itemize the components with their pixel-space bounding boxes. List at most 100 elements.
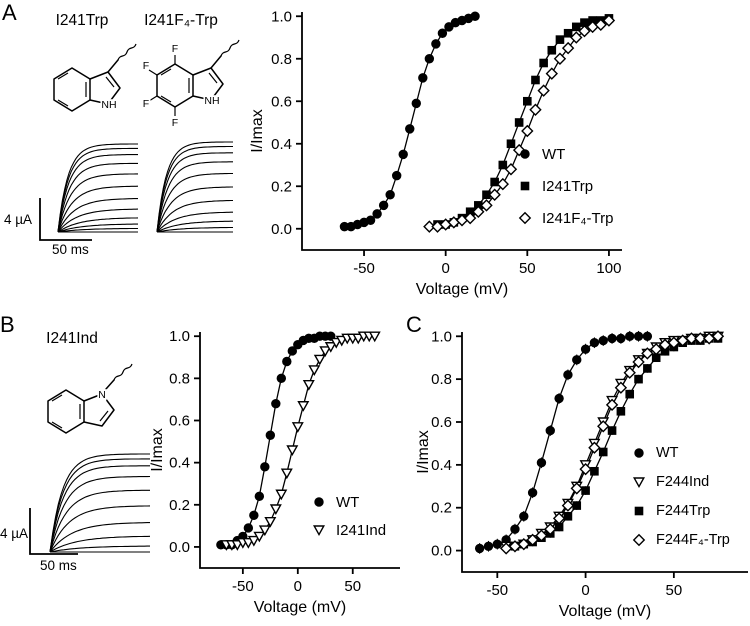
axes xyxy=(301,12,622,251)
legend-entry: F244F₄-Trp xyxy=(630,525,730,554)
data-marker xyxy=(633,476,645,488)
y-tick-label: 0.8 xyxy=(271,51,292,68)
x-axis-title: Voltage (mV) xyxy=(254,599,346,616)
data-marker xyxy=(521,124,534,138)
data-marker xyxy=(523,96,532,106)
gv-curve-chart-c: -50 0 50 0.0 0.2 0.4 0.6 0.8 1.0 Voltage (mV) I/Im… xyxy=(415,328,748,620)
data-marker xyxy=(554,393,564,404)
legend-label: WT xyxy=(656,444,679,461)
panel-c-label: C xyxy=(406,312,422,337)
current-trace xyxy=(49,489,150,553)
data-marker xyxy=(287,346,298,356)
legend-label: F244F₄-Trp xyxy=(656,531,730,548)
gv-curve-chart-b: -50 0 50 0.0 0.2 0.4 0.6 0.8 1.0 Voltage (mV) I/Im… xyxy=(149,328,400,616)
data-marker xyxy=(605,398,619,412)
data-marker xyxy=(291,422,304,433)
fluorine-atom-label: F xyxy=(143,98,149,110)
panel-a-label: A xyxy=(2,0,17,25)
data-marker xyxy=(545,425,555,436)
time-scale-label: 50 ms xyxy=(52,242,89,257)
data-marker xyxy=(490,177,499,187)
data-marker xyxy=(269,504,282,516)
legend-entry: I241Ind xyxy=(310,516,386,544)
x-axis-title: Voltage (mV) xyxy=(559,603,651,620)
data-marker xyxy=(588,441,601,454)
data-marker xyxy=(247,535,260,547)
data-marker xyxy=(602,14,616,27)
triangle-down-open-marker-icon xyxy=(633,476,645,488)
current-trace xyxy=(156,172,233,233)
data-marker xyxy=(643,364,652,373)
current-trace xyxy=(57,223,138,233)
fluorine-atom-label: F xyxy=(172,43,178,55)
data-marker xyxy=(405,124,415,134)
i241trp-current-traces xyxy=(57,143,139,233)
data-marker xyxy=(539,58,548,68)
data-marker xyxy=(594,18,607,31)
truncation-squiggle xyxy=(117,43,137,61)
data-marker xyxy=(418,73,428,83)
i241f4-trp-indole-structure: F F F F NH xyxy=(141,39,240,131)
data-marker xyxy=(512,143,526,157)
data-marker xyxy=(616,333,626,344)
data-marker xyxy=(571,22,581,32)
data-marker xyxy=(437,28,448,38)
data-marker xyxy=(313,354,326,366)
scale-bar xyxy=(29,508,78,555)
square-filled-marker-icon xyxy=(634,506,644,515)
structure-label-i241ind: I241Ind xyxy=(46,330,98,347)
y-tick-label: 0.2 xyxy=(169,497,190,514)
data-marker xyxy=(526,533,539,547)
data-marker xyxy=(297,401,310,412)
data-marker xyxy=(265,430,276,440)
chart-c-legend: WT F244Ind F244Trp F244F₄-Trp xyxy=(630,438,730,554)
axes xyxy=(461,332,748,573)
x-tick-label: 50 xyxy=(519,260,536,277)
data-marker xyxy=(368,331,381,343)
data-marker xyxy=(625,331,635,341)
data-marker xyxy=(536,458,547,468)
y-tick-label: 0.0 xyxy=(431,543,452,560)
data-marker xyxy=(253,531,266,543)
data-marker xyxy=(282,356,292,367)
data-marker xyxy=(398,149,408,160)
diamond-open-marker-icon xyxy=(632,533,646,546)
series-line-WT xyxy=(344,15,476,228)
current-trace xyxy=(156,199,233,233)
data-marker xyxy=(474,543,485,554)
data-marker xyxy=(372,209,382,219)
diamond-open-marker-icon xyxy=(518,211,532,225)
chart-a-legend: WT I241Trp I241F₄-Trp xyxy=(516,138,613,234)
data-marker xyxy=(570,482,583,495)
data-marker xyxy=(598,447,608,457)
data-marker xyxy=(607,426,617,435)
x-axis-title: Voltage (mV) xyxy=(416,281,508,298)
data-marker xyxy=(391,170,402,181)
data-marker xyxy=(535,529,548,542)
current-trace xyxy=(57,154,138,233)
x-tick-label: -50 xyxy=(486,582,508,599)
data-marker xyxy=(570,31,583,44)
data-marker xyxy=(650,342,663,356)
data-marker xyxy=(527,488,538,498)
i241f4-trp-current-traces xyxy=(156,141,233,233)
current-trace xyxy=(49,458,150,553)
legend-entry: I241F₄-Trp xyxy=(516,202,613,234)
data-marker xyxy=(470,11,480,21)
data-marker xyxy=(572,355,582,365)
data-marker xyxy=(642,331,653,341)
data-marker xyxy=(598,335,608,346)
legend-entry: F244Ind xyxy=(630,467,730,496)
data-marker xyxy=(313,525,325,537)
current-trace xyxy=(49,505,151,553)
data-marker xyxy=(444,22,454,32)
data-marker xyxy=(518,211,532,225)
current-trace xyxy=(156,141,233,233)
data-marker xyxy=(553,52,567,65)
data-marker xyxy=(694,332,707,345)
data-marker xyxy=(264,516,277,528)
panel-b-label: B xyxy=(0,312,15,337)
current-trace xyxy=(156,211,233,233)
y-tick-label: 1.0 xyxy=(169,328,190,345)
circle-filled-marker-icon xyxy=(314,497,324,507)
